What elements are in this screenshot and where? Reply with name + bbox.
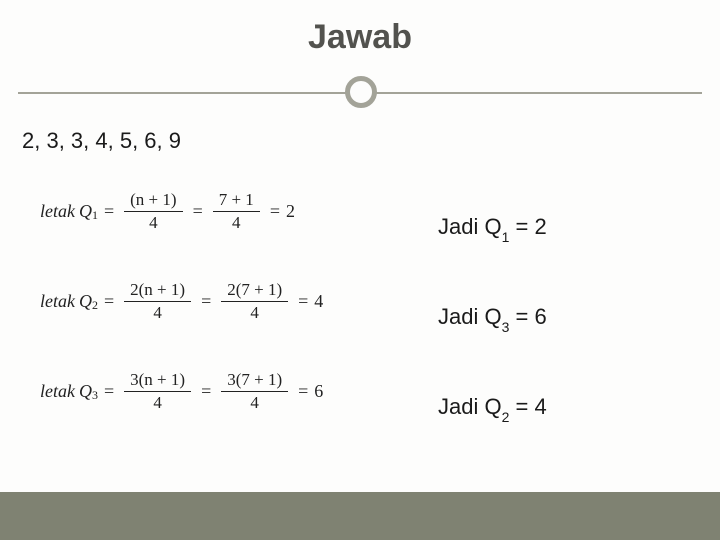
formula-label: letak [40, 201, 75, 222]
fraction-1: 2(n + 1) 4 [124, 280, 191, 323]
formula-result: 6 [314, 381, 323, 402]
fraction-1: 3(n + 1) 4 [124, 370, 191, 413]
result-q1: Jadi Q1 = 2 [438, 214, 547, 242]
frac-den: 4 [147, 302, 168, 323]
frac-num: 2(n + 1) [124, 280, 191, 302]
frac-den: 4 [226, 212, 247, 233]
formula-qsub: 2 [92, 298, 98, 313]
formula-qsub: 1 [92, 208, 98, 223]
formula-row-q2: letak Q2 = 2(n + 1) 4 = 2(7 + 1) 4 = 4 [40, 280, 680, 323]
formula-q2: letak Q2 = 2(n + 1) 4 = 2(7 + 1) 4 = 4 [40, 280, 323, 323]
equals: = [104, 381, 114, 402]
footer-bar [0, 492, 720, 540]
result-sub: 1 [502, 229, 510, 245]
fraction-2: 3(7 + 1) 4 [221, 370, 288, 413]
fraction-2: 2(7 + 1) 4 [221, 280, 288, 323]
equals: = [201, 291, 211, 312]
equals: = [193, 201, 203, 222]
formula-row-q3: letak Q3 = 3(n + 1) 4 = 3(7 + 1) 4 = 6 [40, 370, 680, 413]
frac-num: 7 + 1 [213, 190, 260, 212]
result-suffix: = 6 [509, 304, 546, 329]
formula-qsub: 3 [92, 388, 98, 403]
result-sub: 2 [502, 409, 510, 425]
equals: = [104, 201, 114, 222]
formula-label: letak [40, 381, 75, 402]
title-area: Jawab [0, 18, 720, 57]
fraction-1: (n + 1) 4 [124, 190, 182, 233]
frac-num: 3(n + 1) [124, 370, 191, 392]
frac-den: 4 [244, 302, 265, 323]
divider-circle-icon [345, 76, 377, 108]
equals: = [298, 291, 308, 312]
equals: = [270, 201, 280, 222]
equals: = [201, 381, 211, 402]
formula-q3: letak Q3 = 3(n + 1) 4 = 3(7 + 1) 4 = 6 [40, 370, 323, 413]
slide-title: Jawab [0, 18, 720, 57]
frac-num: 3(7 + 1) [221, 370, 288, 392]
result-q3: Jadi Q3 = 6 [438, 304, 547, 332]
slide: Jawab 2, 3, 3, 4, 5, 6, 9 letak Q1 = (n … [0, 0, 720, 540]
result-q2: Jadi Q2 = 4 [438, 394, 547, 422]
formula-q: Q [79, 291, 92, 312]
formula-row-q1: letak Q1 = (n + 1) 4 = 7 + 1 4 = 2 [40, 190, 680, 233]
equals: = [298, 381, 308, 402]
data-sequence: 2, 3, 3, 4, 5, 6, 9 [22, 128, 181, 154]
result-prefix: Jadi Q [438, 214, 502, 239]
result-suffix: = 2 [509, 214, 546, 239]
fraction-2: 7 + 1 4 [213, 190, 260, 233]
frac-num: (n + 1) [124, 190, 182, 212]
frac-den: 4 [143, 212, 164, 233]
formula-q: Q [79, 201, 92, 222]
frac-num: 2(7 + 1) [221, 280, 288, 302]
result-sub: 3 [502, 319, 510, 335]
formula-q: Q [79, 381, 92, 402]
frac-den: 4 [147, 392, 168, 413]
equals: = [104, 291, 114, 312]
result-prefix: Jadi Q [438, 304, 502, 329]
formula-result: 4 [314, 291, 323, 312]
result-prefix: Jadi Q [438, 394, 502, 419]
result-suffix: = 4 [509, 394, 546, 419]
formula-q1: letak Q1 = (n + 1) 4 = 7 + 1 4 = 2 [40, 190, 295, 233]
formula-label: letak [40, 291, 75, 312]
frac-den: 4 [244, 392, 265, 413]
formula-result: 2 [286, 201, 295, 222]
